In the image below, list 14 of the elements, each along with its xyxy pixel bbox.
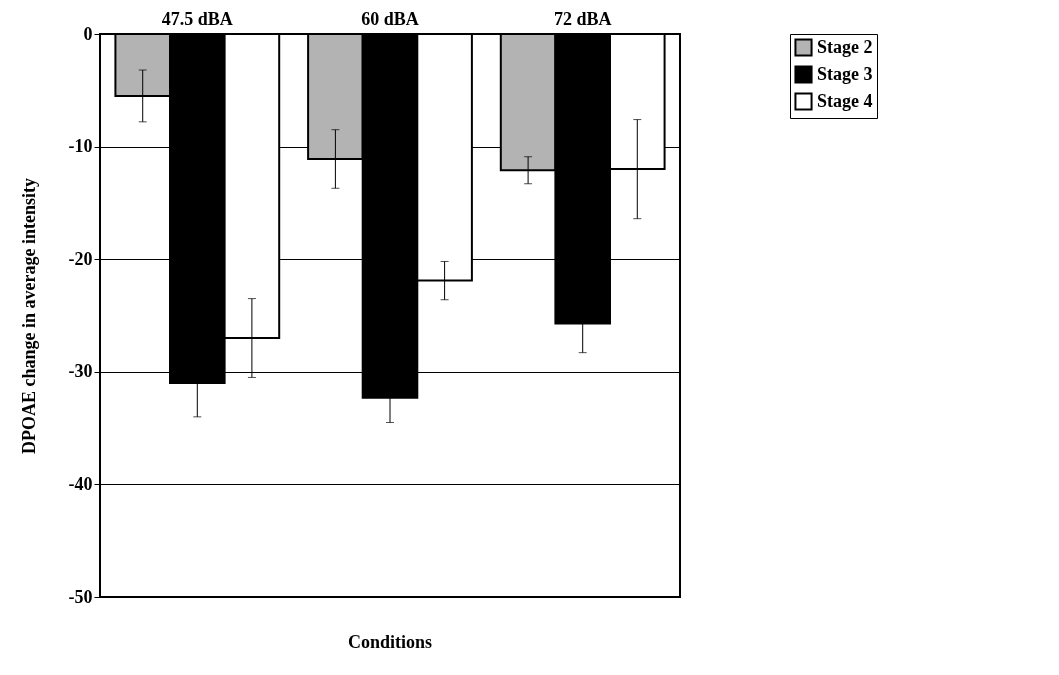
y-tick-label: -10 [68, 136, 93, 157]
legend-label: Stage 2 [817, 36, 873, 57]
x-tick-label: 72 dBA [553, 8, 612, 29]
y-axis-title: DPOAE change in average intensity [18, 178, 39, 454]
y-tick-label: 0 [83, 23, 93, 44]
legend-label: Stage 3 [817, 63, 873, 84]
y-tick-label: -20 [68, 248, 93, 269]
y-tick-label: -30 [68, 361, 93, 382]
y-tick-label: -40 [68, 473, 93, 494]
legend-label: Stage 4 [817, 90, 873, 111]
x-tick-label: 60 dBA [361, 8, 419, 29]
y-tick-label: -50 [68, 586, 93, 607]
x-tick-label: 47.5 dBA [161, 8, 233, 29]
x-axis-title: Conditions [347, 632, 433, 652]
